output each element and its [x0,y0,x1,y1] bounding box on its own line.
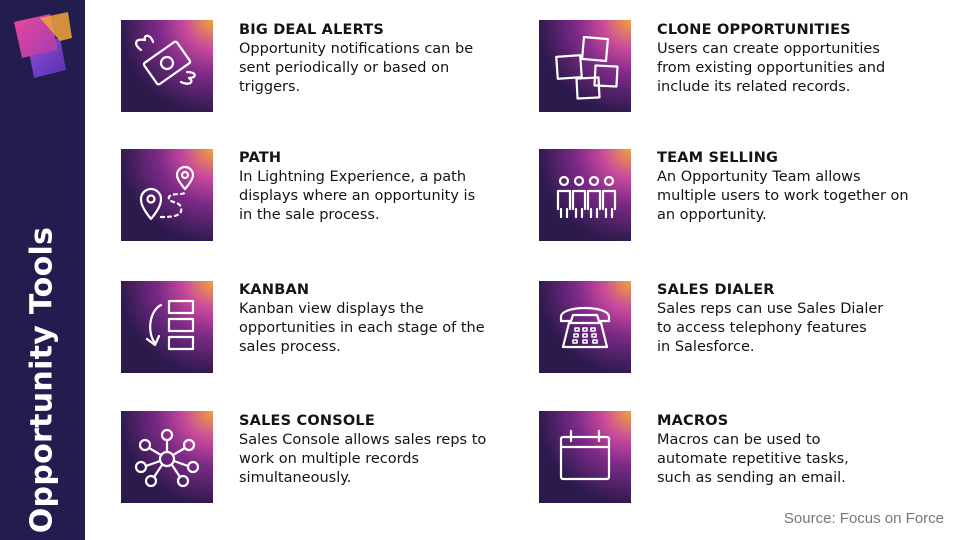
item-desc-clone-opportunities: Users can create opportunities from exist… [657,41,886,95]
item-desc-team-selling: An Opportunity Team allows multiple users… [657,169,909,223]
network-icon [134,428,200,488]
sales-console-tile [121,411,213,503]
sticky-notes-icon [555,35,619,100]
item-title-clone-opportunities: CLONE OPPORTUNITIES [657,22,851,38]
item-desc-big-deal-alerts: Opportunity notifications can be sent per… [239,41,474,95]
item-title-macros: MACROS [657,413,729,429]
kanban-tile [121,281,213,373]
item-title-team-selling: TEAM SELLING [657,150,779,166]
sidebar: Opportunity Tools [0,0,85,540]
calendar-icon [559,429,611,481]
source-credit: Source: Focus on Force [783,510,944,527]
kanban-icon [145,299,195,351]
brand-logo [14,12,72,78]
route-icon [139,165,195,221]
telephone-icon [559,307,611,349]
item-title-big-deal-alerts: BIG DEAL ALERTS [239,22,385,38]
clone-opportunities-tile [539,20,631,112]
big-deal-alerts-tile [121,20,213,112]
team-selling-tile [539,149,631,241]
team-icon [556,175,617,219]
flying-money-icon [135,34,196,86]
item-desc-kanban: Kanban view displays the opportunities in… [239,301,485,355]
item-title-sales-dialer: SALES DIALER [657,282,775,298]
item-title-sales-console: SALES CONSOLE [239,413,375,429]
item-title-path: PATH [239,150,282,166]
path-tile [121,149,213,241]
item-desc-macros: Macros can be used to automate repetitive… [657,432,849,486]
item-desc-path: In Lightning Experience, a path displays … [239,169,476,223]
sidebar-title: Opportunity Tools [24,226,60,534]
item-title-kanban: KANBAN [239,282,310,298]
macros-tile [539,411,631,503]
item-desc-sales-dialer: Sales reps can use Sales Dialer to access… [657,301,884,355]
sales-dialer-tile [539,281,631,373]
item-desc-sales-console: Sales Console allows sales reps to work o… [239,432,487,486]
